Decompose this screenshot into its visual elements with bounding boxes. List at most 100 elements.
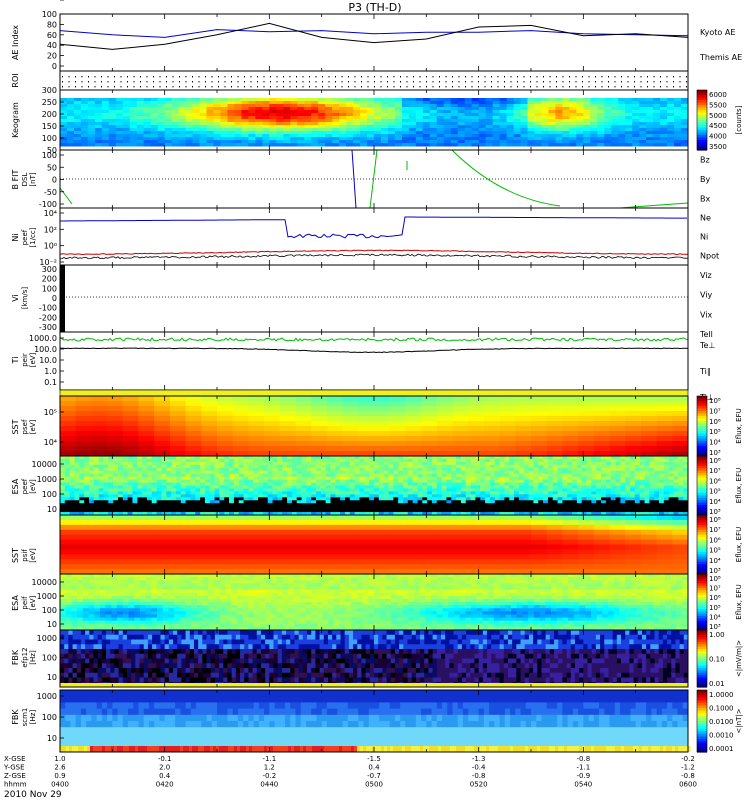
spectrogram-cell xyxy=(238,500,245,504)
spectrogram-cell xyxy=(412,476,418,481)
roi-dot xyxy=(127,81,128,83)
spectrogram-cell xyxy=(113,488,119,492)
spectrogram-cell xyxy=(320,458,327,463)
spectrogram-cell xyxy=(427,470,433,475)
spectrogram-cell xyxy=(640,406,658,412)
spectrogram-cell xyxy=(630,491,636,495)
spectrogram-cell xyxy=(66,107,75,111)
spectrogram-cell xyxy=(360,116,368,120)
spectrogram-cell xyxy=(151,461,158,466)
spectrogram-cell xyxy=(557,470,563,475)
spectrogram-cell xyxy=(513,119,522,123)
spectrogram-cell xyxy=(98,458,104,463)
spectrogram-cell xyxy=(632,128,640,132)
spectrogram-cell xyxy=(408,101,417,105)
spectrogram-cell xyxy=(541,134,549,138)
spectrogram-cell xyxy=(504,500,510,504)
spectrogram-cell xyxy=(166,476,172,481)
panel-y-label: AE Index xyxy=(11,25,20,60)
spectrogram-cell xyxy=(297,134,305,138)
spectrogram-cell xyxy=(509,473,515,478)
spectrogram-cell xyxy=(192,101,201,105)
spectrogram-cell xyxy=(541,101,549,105)
spectrogram-cell xyxy=(325,131,333,135)
spectrogram-cell xyxy=(422,458,428,463)
spectrogram-cell xyxy=(166,482,172,486)
spectrogram-cell xyxy=(277,503,283,507)
spectrogram-cell xyxy=(340,485,346,489)
spectrogram-cell xyxy=(625,458,631,463)
spectrogram-cell xyxy=(557,482,563,486)
spectrogram-cell xyxy=(485,509,491,513)
spectrogram-cell xyxy=(572,488,578,492)
roi-dot xyxy=(458,81,460,83)
roi-dot xyxy=(133,86,135,88)
spectrogram-cell xyxy=(499,411,516,417)
spectrogram-cell xyxy=(380,128,389,132)
ni-trace xyxy=(60,216,687,239)
spectrogram-cell xyxy=(339,116,347,120)
spectrogram-cell xyxy=(634,458,641,463)
spectrogram-cell xyxy=(562,464,568,469)
spectrogram-cell xyxy=(156,473,162,478)
spectrogram-cell xyxy=(60,101,68,105)
spectrogram-cell xyxy=(572,470,578,475)
spectrogram-cell xyxy=(127,456,133,460)
spectrogram-cell xyxy=(64,503,71,507)
spectrogram-cell xyxy=(84,506,90,510)
spectrogram-cell xyxy=(541,128,549,132)
spectrogram-cell xyxy=(138,411,155,417)
spectrogram-cell xyxy=(436,464,443,469)
spectrogram-cell xyxy=(667,143,675,147)
roi-dot xyxy=(62,76,63,78)
roi-dot xyxy=(653,86,655,88)
spectrogram-cell xyxy=(674,128,682,132)
spectrogram-cell xyxy=(388,500,394,504)
spectrogram-cell xyxy=(634,491,641,495)
spectrogram-cell xyxy=(107,416,124,422)
spectrogram-cell xyxy=(151,488,158,492)
spectrogram-cell xyxy=(374,119,382,123)
spectrogram-cell xyxy=(345,503,351,507)
roi-dot xyxy=(62,86,63,88)
spectrogram-cell xyxy=(646,137,654,141)
spectrogram-cell xyxy=(412,458,418,463)
spectrogram-cell xyxy=(533,512,539,516)
spectrogram-cell xyxy=(427,488,433,492)
spectrogram-cell xyxy=(421,426,438,432)
spectrogram-cell xyxy=(378,485,385,489)
spectrogram-cell xyxy=(195,512,201,516)
spectrogram-cell xyxy=(301,482,307,486)
spectrogram-cell xyxy=(171,479,177,484)
spectrogram-cell xyxy=(576,470,583,475)
spectrogram-cell xyxy=(306,456,312,460)
spectrogram-cell xyxy=(590,122,598,126)
spectrogram-cell xyxy=(340,461,346,466)
spectrogram-cell xyxy=(306,494,312,498)
spectrogram-cell xyxy=(450,107,459,111)
spectrogram-cell xyxy=(282,506,288,510)
spectrogram-cell xyxy=(475,503,481,507)
spectrogram-cell xyxy=(311,401,328,407)
spectrogram-cell xyxy=(383,456,389,460)
spectrogram-cell xyxy=(460,461,467,466)
spectrogram-cell xyxy=(69,479,75,484)
roi-dot xyxy=(237,86,239,88)
spectrogram-cell xyxy=(204,494,211,498)
spectrogram-cell xyxy=(217,441,234,447)
spectrogram-cell xyxy=(185,101,194,105)
by-trace xyxy=(369,149,378,209)
spectrogram-cell xyxy=(586,503,592,507)
spectrogram-cell xyxy=(349,509,356,513)
spectrogram-cell xyxy=(143,110,152,114)
spectrogram-cell xyxy=(87,143,96,147)
spectrogram-cell xyxy=(412,509,418,513)
spectrogram-cell xyxy=(255,116,263,120)
spectrogram-cell xyxy=(74,491,80,495)
spectrogram-cell xyxy=(576,479,583,484)
spectrogram-cell xyxy=(79,491,85,495)
spectrogram-cell xyxy=(681,122,689,126)
spectrogram-cell xyxy=(499,406,516,412)
spectrogram-cell xyxy=(374,396,391,402)
spectrogram-cell xyxy=(513,113,522,117)
